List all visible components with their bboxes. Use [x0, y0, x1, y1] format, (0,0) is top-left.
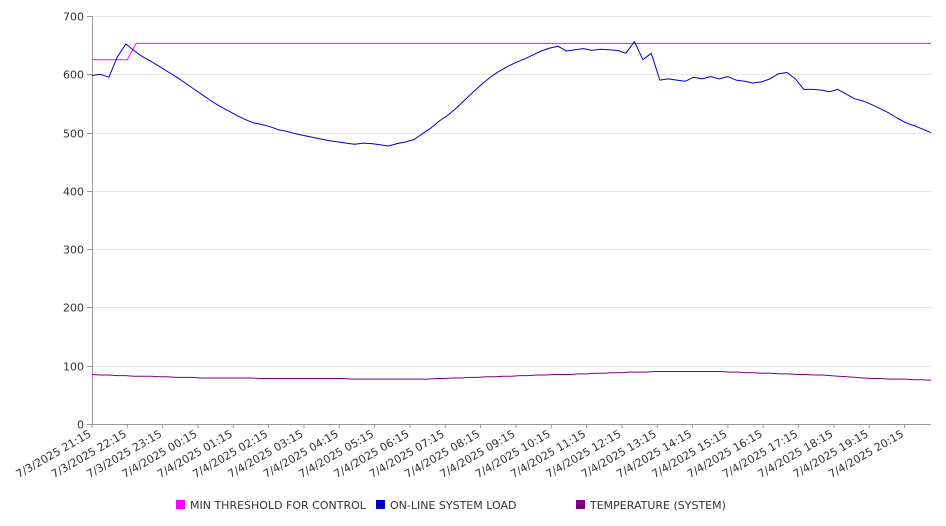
y-tick-label-0: 0: [77, 419, 84, 432]
legend-label-2: TEMPERATURE (SYSTEM): [589, 499, 726, 512]
legend-swatch-1: [376, 500, 385, 509]
gridlines: [92, 16, 931, 367]
y-tick-label-200: 200: [63, 302, 84, 315]
y-tick-label-300: 300: [63, 244, 84, 257]
legend-label-0: MIN THRESHOLD FOR CONTROL: [190, 499, 367, 512]
series-line-1: [91, 41, 932, 147]
y-tick-label-100: 100: [63, 361, 84, 374]
series-lines: [91, 41, 932, 381]
series-line-2: [91, 371, 932, 381]
y-tick-label-500: 500: [63, 128, 84, 141]
legend-swatch-0: [176, 500, 185, 509]
y-tick-label-700: 700: [63, 11, 84, 24]
legend-swatch-2: [576, 500, 585, 509]
legend: MIN THRESHOLD FOR CONTROL ON-LINE SYSTEM …: [176, 499, 726, 512]
axes: 0 100 200 300 400 500 600 700: [63, 11, 931, 432]
legend-label-1: ON-LINE SYSTEM LOAD: [390, 499, 516, 512]
series-line-0: [92, 42, 931, 61]
x-tick-labels: 7/3/2025 21:157/3/2025 22:157/3/2025 23:…: [14, 427, 906, 481]
y-tick-label-400: 400: [63, 186, 84, 199]
y-tick-label-600: 600: [63, 69, 84, 82]
